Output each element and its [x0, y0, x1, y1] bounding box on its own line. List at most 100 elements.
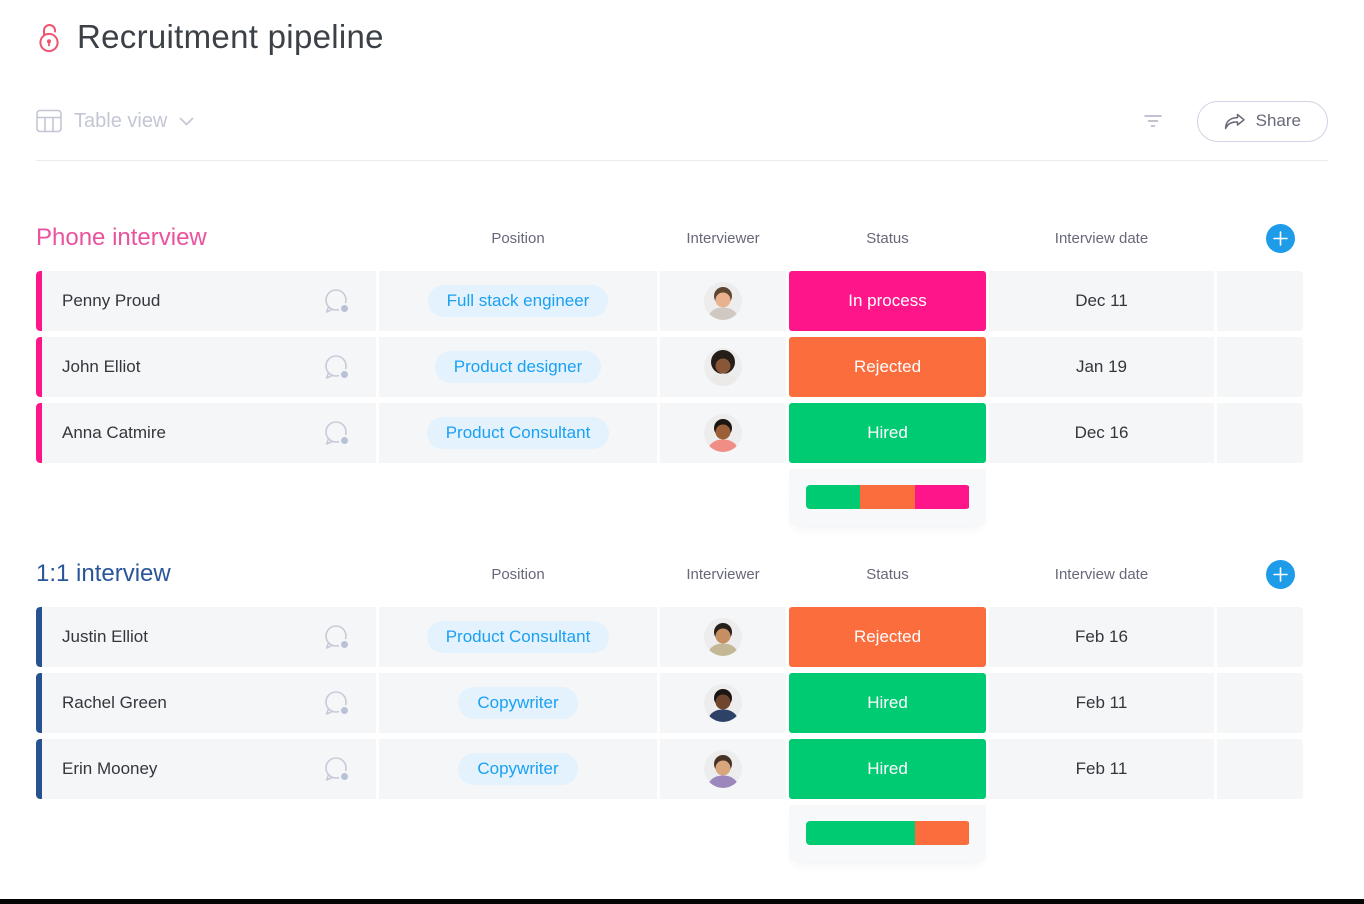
interviewer-cell[interactable]: [660, 403, 786, 463]
table-view-selector[interactable]: Table view: [36, 109, 194, 133]
group-phone-interview: Phone interview Position Interviewer Sta…: [36, 215, 1328, 525]
add-update-icon[interactable]: [321, 287, 352, 316]
filter-icon[interactable]: [1143, 114, 1163, 128]
table-row: Rachel Green Copywriter: [36, 673, 1305, 733]
empty-cell: [1217, 337, 1303, 397]
status-summary-cell[interactable]: [789, 805, 986, 861]
interviewer-cell[interactable]: [660, 271, 786, 331]
add-item-button[interactable]: [1266, 559, 1295, 589]
interviewer-cell[interactable]: [660, 673, 786, 733]
screenshot-bottom-edge: [0, 899, 1364, 904]
share-button[interactable]: Share: [1196, 100, 1328, 142]
interviewer-avatar: [704, 750, 742, 788]
status-distribution-bar: [805, 485, 970, 509]
position-cell[interactable]: Product designer: [379, 337, 657, 397]
column-header-interview-date[interactable]: Interview date: [1054, 229, 1149, 247]
interviewer-cell[interactable]: [660, 739, 786, 799]
empty-cell: [1217, 403, 1303, 463]
summary-segment-rejected: [860, 485, 915, 509]
summary-segment-in-process: [914, 485, 970, 509]
item-name: Justin Elliot: [62, 627, 148, 646]
table-row: Justin Elliot Product Consultant: [36, 607, 1305, 667]
chevron-down-icon: [179, 117, 194, 126]
add-update-icon[interactable]: [321, 419, 352, 448]
group-header-row: 1:1 interview Position Interviewer Statu…: [36, 551, 1305, 597]
group-title[interactable]: Phone interview: [36, 224, 207, 251]
item-name-cell[interactable]: John Elliot: [36, 337, 376, 397]
add-update-icon[interactable]: [321, 689, 352, 718]
table-view-label: Table view: [74, 109, 168, 132]
position-label: Product designer: [434, 351, 602, 383]
column-header-interview-date[interactable]: Interview date: [1054, 565, 1149, 583]
group-title[interactable]: 1:1 interview: [36, 560, 171, 587]
status-summary-cell[interactable]: [789, 469, 986, 525]
add-item-button[interactable]: [1266, 223, 1295, 253]
summary-segment-rejected: [914, 821, 970, 845]
group-color-bar: [36, 403, 42, 463]
position-label: Product Consultant: [426, 621, 610, 653]
interview-date-cell[interactable]: Dec 16: [989, 403, 1214, 463]
status-cell[interactable]: Rejected: [789, 607, 986, 667]
interview-date-cell[interactable]: Feb 11: [989, 739, 1214, 799]
summary-segment-hired: [805, 821, 915, 845]
column-header-interviewer[interactable]: Interviewer: [686, 565, 760, 583]
group-summary-row: [36, 469, 1305, 525]
item-name-cell[interactable]: Erin Mooney: [36, 739, 376, 799]
add-update-icon[interactable]: [321, 623, 352, 652]
column-header-status[interactable]: Status: [866, 565, 909, 583]
status-cell[interactable]: Rejected: [789, 337, 986, 397]
position-cell[interactable]: Product Consultant: [379, 403, 657, 463]
interviewer-cell[interactable]: [660, 337, 786, 397]
table-row: Penny Proud Full stack engineer: [36, 271, 1305, 331]
summary-segment-hired: [805, 485, 861, 509]
position-cell[interactable]: Full stack engineer: [379, 271, 657, 331]
interview-date-cell[interactable]: Jan 19: [989, 337, 1214, 397]
item-name: Anna Catmire: [62, 423, 166, 442]
status-cell[interactable]: Hired: [789, 673, 986, 733]
interview-date-cell[interactable]: Feb 11: [989, 673, 1214, 733]
toolbar-right: Share: [1143, 100, 1328, 142]
interviewer-avatar: [704, 618, 742, 656]
position-label: Full stack engineer: [427, 285, 609, 317]
interviewer-cell[interactable]: [660, 607, 786, 667]
item-name: John Elliot: [62, 357, 141, 376]
group-summary-row: [36, 805, 1305, 861]
toolbar: Table view Sha: [36, 100, 1328, 142]
board-header: Recruitment pipeline: [36, 12, 1328, 56]
group-one-on-one-interview: 1:1 interview Position Interviewer Statu…: [36, 551, 1328, 861]
add-update-icon[interactable]: [321, 755, 352, 784]
status-cell[interactable]: In process: [789, 271, 986, 331]
share-icon: [1224, 113, 1246, 130]
group-color-bar: [36, 673, 42, 733]
group-color-bar: [36, 337, 42, 397]
item-name-cell[interactable]: Rachel Green: [36, 673, 376, 733]
table-row: Anna Catmire Product Consultant: [36, 403, 1305, 463]
add-update-icon[interactable]: [321, 353, 352, 382]
column-header-position[interactable]: Position: [491, 229, 545, 247]
position-label: Copywriter: [458, 753, 578, 785]
interview-date-cell[interactable]: Dec 11: [989, 271, 1214, 331]
empty-cell: [1217, 271, 1303, 331]
column-header-interviewer[interactable]: Interviewer: [686, 229, 760, 247]
table-row: Erin Mooney Copywriter: [36, 739, 1305, 799]
status-cell[interactable]: Hired: [789, 403, 986, 463]
column-header-position[interactable]: Position: [491, 565, 545, 583]
position-cell[interactable]: Copywriter: [379, 673, 657, 733]
item-name-cell[interactable]: Penny Proud: [36, 271, 376, 331]
item-name-cell[interactable]: Anna Catmire: [36, 403, 376, 463]
column-header-status[interactable]: Status: [866, 229, 909, 247]
lock-icon[interactable]: [36, 21, 63, 53]
group-color-bar: [36, 607, 42, 667]
page-title: Recruitment pipeline: [77, 18, 384, 55]
interview-date-cell[interactable]: Feb 16: [989, 607, 1214, 667]
status-cell[interactable]: Hired: [789, 739, 986, 799]
empty-cell: [1217, 607, 1303, 667]
item-name-cell[interactable]: Justin Elliot: [36, 607, 376, 667]
position-cell[interactable]: Copywriter: [379, 739, 657, 799]
group-color-bar: [36, 271, 42, 331]
interviewer-avatar: [704, 282, 742, 320]
status-distribution-bar: [805, 821, 970, 845]
group-color-bar: [36, 739, 42, 799]
group-header-row: Phone interview Position Interviewer Sta…: [36, 215, 1305, 261]
position-cell[interactable]: Product Consultant: [379, 607, 657, 667]
